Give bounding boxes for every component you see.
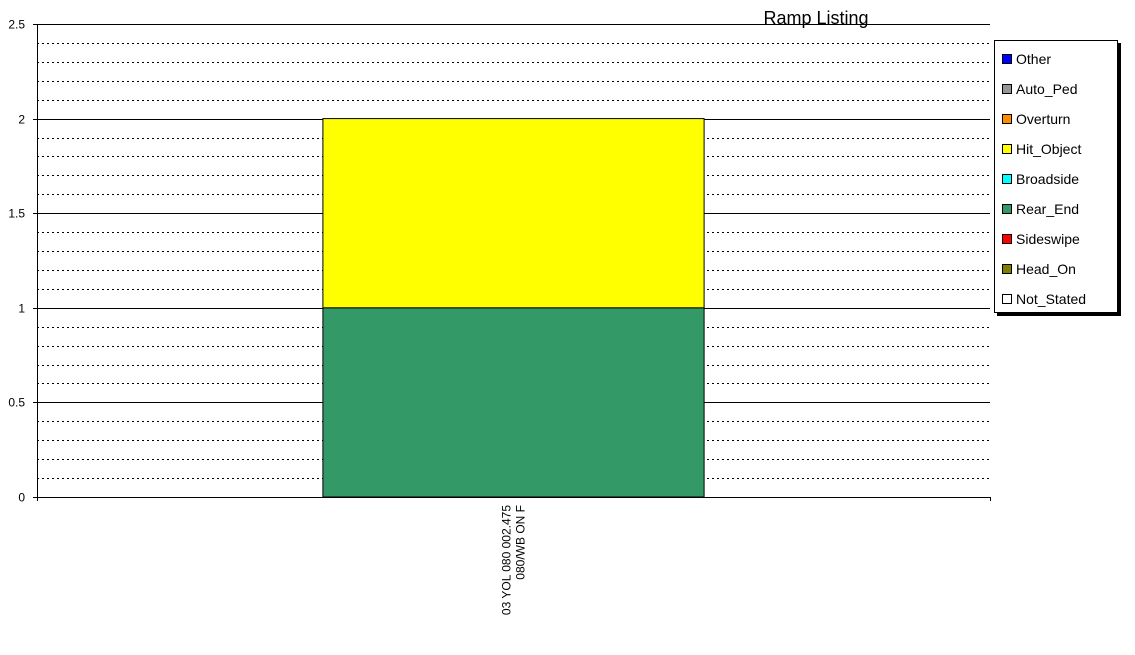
y-tick-label: 0 bbox=[18, 491, 25, 505]
y-tick-label: 1 bbox=[18, 302, 25, 316]
legend-swatch bbox=[1002, 264, 1012, 274]
chart-title: Ramp Listing bbox=[763, 8, 868, 28]
legend-swatch bbox=[1002, 54, 1012, 64]
legend-item-rear-end: Rear_End bbox=[1002, 200, 1079, 218]
legend: Other Auto_Ped Overturn Hit_Object Broadside… bbox=[994, 40, 1118, 313]
legend-item-broadside: Broadside bbox=[1002, 170, 1079, 188]
legend-label: Head_On bbox=[1016, 261, 1076, 277]
legend-label: Other bbox=[1016, 51, 1052, 67]
legend-item-overturn: Overturn bbox=[1002, 110, 1070, 128]
legend-swatch bbox=[1002, 114, 1012, 124]
legend-label: Not_Stated bbox=[1016, 291, 1087, 307]
x-tick-label: 03 YOL 080 002.475080/WB ON F bbox=[500, 505, 528, 615]
legend-item-not-stated: Not_Stated bbox=[1002, 290, 1086, 308]
legend-swatch bbox=[1002, 174, 1012, 184]
legend-swatch bbox=[1002, 234, 1012, 244]
legend-item-head-on: Head_On bbox=[1002, 260, 1076, 278]
legend-label: Rear_End bbox=[1016, 201, 1080, 217]
legend-item-sideswipe: Sideswipe bbox=[1002, 230, 1080, 248]
legend-label: Broadside bbox=[1016, 171, 1080, 187]
legend-swatch bbox=[1002, 294, 1012, 304]
legend-label: Hit_Object bbox=[1016, 141, 1082, 157]
y-tick-label: 1.5 bbox=[8, 207, 25, 221]
legend-label: Overturn bbox=[1016, 111, 1071, 127]
bar-segment-hit-object bbox=[322, 118, 705, 309]
legend-item-hit-object: Hit_Object bbox=[1002, 140, 1081, 158]
legend-swatch bbox=[1002, 84, 1012, 94]
legend-label: Sideswipe bbox=[1016, 231, 1080, 247]
legend-item-auto-ped: Auto_Ped bbox=[1002, 80, 1078, 98]
y-tick-label: 2.5 bbox=[8, 18, 25, 32]
y-tick-label: 2 bbox=[18, 113, 25, 127]
legend-swatch bbox=[1002, 144, 1012, 154]
y-tick-label: 0.5 bbox=[8, 396, 25, 410]
bar-segment-rear-end bbox=[322, 307, 705, 498]
legend-label: Auto_Ped bbox=[1016, 81, 1078, 97]
legend-swatch bbox=[1002, 204, 1012, 214]
legend-item-other: Other bbox=[1002, 50, 1051, 68]
